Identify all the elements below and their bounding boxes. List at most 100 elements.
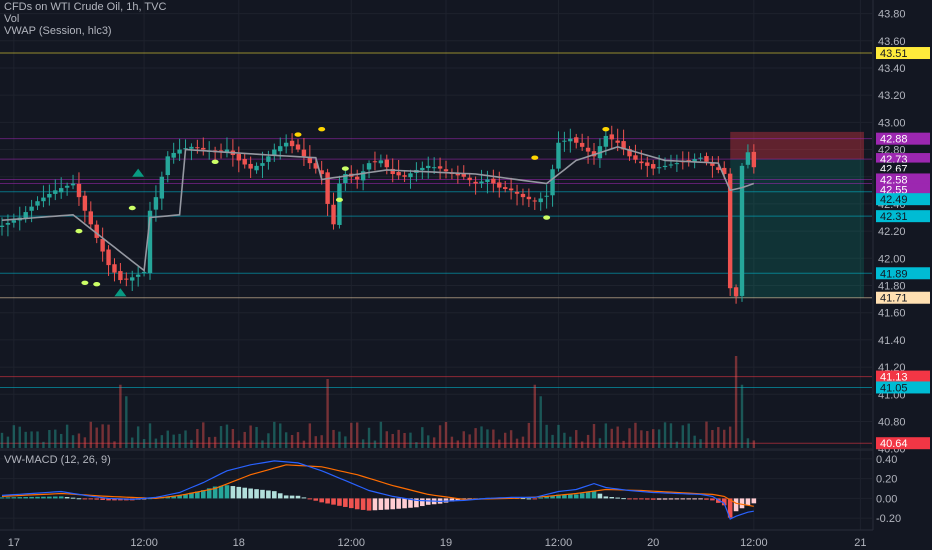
candle-body xyxy=(307,156,313,164)
macd-histogram-bar xyxy=(301,497,307,499)
candle-body xyxy=(520,193,526,198)
macd-histogram-bar xyxy=(372,498,378,511)
macd-label: VW-MACD (12, 26, 9) xyxy=(4,454,111,466)
volume-legend[interactable]: Vol xyxy=(4,14,19,25)
macd-histogram-bar xyxy=(200,490,206,499)
volume-bar xyxy=(468,434,471,448)
candle-body xyxy=(491,178,496,184)
macd-histogram-bar xyxy=(556,494,561,499)
volume-bar xyxy=(669,423,673,448)
macd-histogram-bar xyxy=(680,498,686,500)
candle-body xyxy=(130,277,135,281)
price-tick-label: 43.20 xyxy=(878,90,906,102)
candle-body xyxy=(278,146,283,152)
candle-body xyxy=(733,287,739,297)
time-tick-label: 12:00 xyxy=(338,537,366,549)
candle-body xyxy=(443,169,449,172)
volume-bar xyxy=(65,424,69,448)
candle-body xyxy=(112,264,117,273)
candle-body xyxy=(390,168,395,175)
candle-body xyxy=(242,158,247,165)
volume-bar xyxy=(740,384,744,448)
macd-histogram-bar xyxy=(698,498,703,500)
volume-bar xyxy=(83,437,87,448)
candle-body xyxy=(106,249,111,266)
volume-bar xyxy=(486,429,489,448)
volume-bar xyxy=(598,438,602,448)
volume-bar xyxy=(663,422,667,448)
candle-body xyxy=(437,166,443,169)
candle-body xyxy=(384,159,389,168)
volume-bar xyxy=(403,432,406,448)
price-tick-label: 43.60 xyxy=(878,36,906,48)
macd-histogram-bar xyxy=(47,496,52,499)
volume-bar xyxy=(652,429,655,448)
vwap-label: VWAP (Session, hlc3) xyxy=(4,25,112,37)
vwap-line xyxy=(1,145,755,273)
macd-histogram-bar xyxy=(82,498,88,500)
candle-body xyxy=(662,165,668,168)
candle-body xyxy=(497,182,502,188)
macd-histogram-bar xyxy=(520,498,526,500)
candle-body xyxy=(633,155,638,160)
volume-bar xyxy=(213,436,217,448)
volume-bar xyxy=(515,438,519,448)
macd-histogram-bar xyxy=(733,498,739,512)
volume-bar xyxy=(350,422,353,448)
candle-body xyxy=(485,179,490,182)
candle-body xyxy=(23,212,28,219)
candle-body xyxy=(508,188,514,191)
volume-bar xyxy=(527,422,531,448)
price-tick-label: 40.80 xyxy=(878,416,906,428)
volume-bar xyxy=(551,434,554,448)
price-tag xyxy=(876,193,930,206)
vwap-legend[interactable]: VWAP (Session, hlc3) xyxy=(4,26,112,37)
candle-body xyxy=(420,167,425,171)
macd-histogram-bar xyxy=(88,498,94,500)
macd-histogram-bar xyxy=(183,494,188,499)
candle-body xyxy=(698,157,703,159)
macd-histogram-bar xyxy=(348,498,354,509)
macd-histogram-bar xyxy=(449,498,455,502)
candle-body xyxy=(710,162,715,166)
volume-bar xyxy=(148,423,152,448)
macd-legend[interactable]: VW-MACD (12, 26, 9) xyxy=(4,455,111,466)
macd-histogram-bar xyxy=(236,486,242,499)
volume-bar xyxy=(101,424,104,448)
candle-body xyxy=(272,149,277,156)
price-tick-label: 43.00 xyxy=(878,117,906,129)
price-tag-label: 41.71 xyxy=(880,293,908,305)
macd-tick-label: 0.40 xyxy=(876,454,897,466)
candle-body xyxy=(538,198,543,203)
volume-bar xyxy=(172,434,175,448)
volume-bar xyxy=(290,434,294,448)
macd-histogram-bar xyxy=(272,491,277,499)
volume-bar xyxy=(36,431,39,448)
candle-body xyxy=(76,183,82,198)
macd-histogram-bar xyxy=(710,498,715,501)
macd-histogram-bar xyxy=(70,497,76,499)
macd-histogram-bar xyxy=(366,498,372,511)
candle-body xyxy=(337,183,342,225)
symbol-legend[interactable]: CFDs on WTI Crude Oil, 1h, TVC xyxy=(4,2,166,13)
volume-bar xyxy=(539,396,542,448)
candle-body xyxy=(195,147,200,149)
volume-bar xyxy=(131,437,134,448)
signal-dot xyxy=(531,155,539,160)
signal-dot xyxy=(341,166,349,171)
volume-bar xyxy=(705,421,708,448)
signal-dot xyxy=(335,197,343,203)
macd-histogram-bar xyxy=(283,495,289,499)
macd-histogram-bar xyxy=(633,498,638,500)
candle-body xyxy=(118,271,123,281)
volume-bar xyxy=(113,441,116,448)
macd-histogram-bar xyxy=(721,498,727,506)
volume-bar xyxy=(699,439,702,448)
macd-histogram-bar xyxy=(603,496,609,499)
macd-histogram-bar xyxy=(354,498,360,510)
candle-body xyxy=(319,170,324,175)
volume-bar xyxy=(391,433,394,448)
macd-histogram-bar xyxy=(550,495,555,499)
volume-bar xyxy=(580,441,584,448)
